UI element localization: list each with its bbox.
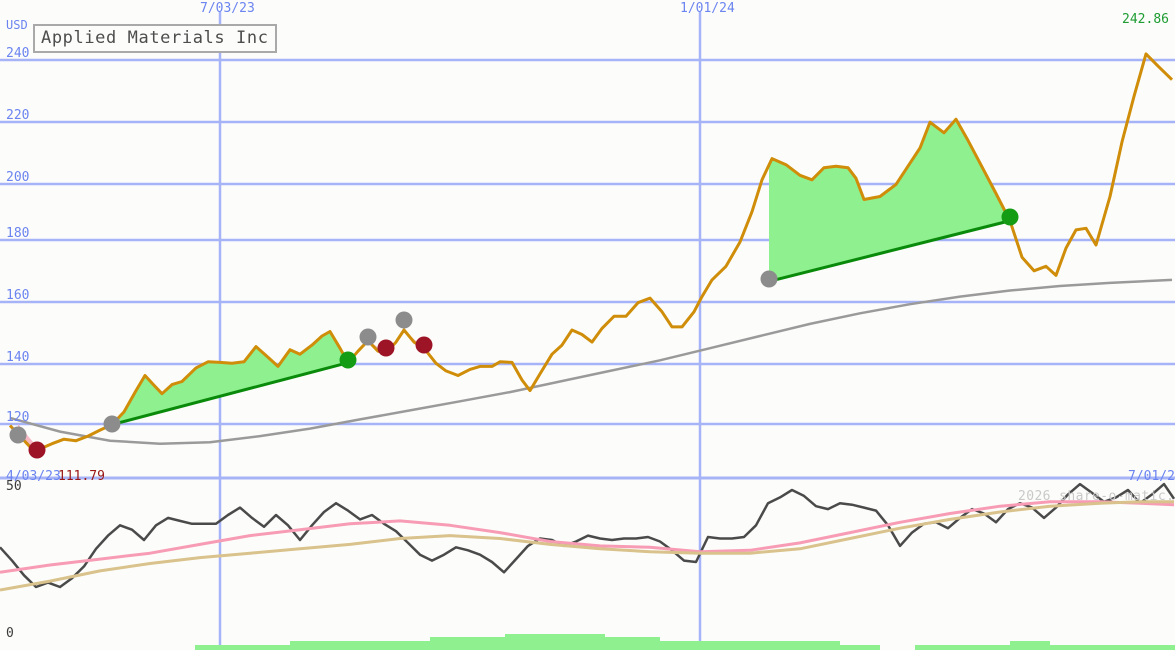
volume-bar <box>255 645 275 650</box>
volume-bar <box>720 641 740 650</box>
currency-label: USD <box>6 18 28 32</box>
moving-average-line <box>9 278 1173 445</box>
uptrend-zone <box>769 120 1010 282</box>
volume-bar <box>1130 645 1150 650</box>
price-tick-label: 180 <box>6 226 30 241</box>
volume-bar <box>215 645 235 650</box>
price-tick-label: 240 <box>6 46 30 61</box>
signal-marker-green[interactable] <box>1001 208 1019 226</box>
volume-bar <box>820 641 840 650</box>
signal-marker-gray[interactable] <box>359 328 377 346</box>
volume-bar <box>1090 645 1110 650</box>
signal-marker-gray[interactable] <box>760 270 778 288</box>
volume-bar <box>1070 645 1090 650</box>
uptrend-line <box>768 219 1011 283</box>
signal-marker-gray[interactable] <box>395 311 413 329</box>
volume-bar <box>620 637 640 650</box>
signal-markers-group <box>9 208 1019 459</box>
volume-bar <box>700 641 720 650</box>
start-price-label: 111.79 <box>58 469 105 484</box>
volume-bar <box>995 645 1015 650</box>
volume-bar <box>290 641 310 650</box>
volume-bar <box>370 641 390 650</box>
price-line <box>8 52 1174 451</box>
volume-bar <box>800 641 820 650</box>
volume-bar <box>1110 645 1130 650</box>
last-price-label: 242.86 <box>1122 12 1169 27</box>
volume-bar <box>565 634 585 650</box>
volume-bar <box>680 641 700 650</box>
price-line-group <box>8 52 1174 451</box>
volume-bar <box>740 641 760 650</box>
uptrend-line <box>111 361 349 427</box>
price-tick-label: 160 <box>6 288 30 303</box>
moving-average-group <box>9 278 1173 445</box>
price-tick-label: 200 <box>6 170 30 185</box>
volume-bar <box>1030 641 1050 650</box>
date-tick-label: 7/03/23 <box>200 1 255 16</box>
chart-title[interactable]: Applied Materials Inc <box>33 24 277 53</box>
volume-bar <box>235 645 255 650</box>
volume-bar <box>640 637 660 650</box>
volume-bar <box>430 637 450 650</box>
volume-bar <box>660 641 680 650</box>
volume-bars-group <box>195 634 1175 650</box>
volume-bar <box>525 634 545 650</box>
volume-bar <box>1170 645 1175 650</box>
trend-lines-group <box>111 219 1011 427</box>
volume-bar <box>760 641 780 650</box>
volume-bar <box>310 641 330 650</box>
signal-marker-green[interactable] <box>339 351 357 369</box>
price-tick-label: 120 <box>6 410 30 425</box>
volume-bar <box>935 645 955 650</box>
date-tick-label: 1/01/24 <box>680 1 735 16</box>
price-tick-label: 140 <box>6 350 30 365</box>
price-tick-label: 220 <box>6 108 30 123</box>
indicator-tick-label: 0 <box>6 626 14 641</box>
volume-bar <box>1050 645 1070 650</box>
volume-bar <box>330 641 350 650</box>
volume-bar <box>915 645 935 650</box>
volume-bar <box>450 637 470 650</box>
volume-bar <box>195 645 215 650</box>
volume-bar <box>275 645 295 650</box>
indicator-line-main <box>0 482 1175 589</box>
indicator-line-signal-tan <box>0 500 1174 592</box>
volume-bar <box>505 634 525 650</box>
signal-marker-red[interactable] <box>28 441 46 459</box>
indicator-line-signal-pink <box>0 500 1175 574</box>
volume-bar <box>1010 641 1030 650</box>
volume-bar <box>975 645 995 650</box>
watermark-label: 2026 share-o-matic.com <box>1018 489 1175 504</box>
uptrend-zone <box>112 331 348 425</box>
signal-marker-gray[interactable] <box>9 426 27 444</box>
gridlines-group <box>0 12 1175 650</box>
indicator-lines-group <box>0 482 1175 592</box>
indicator-tick-label: 50 <box>6 479 22 494</box>
volume-bar <box>1150 645 1170 650</box>
volume-bar <box>390 641 410 650</box>
end-date-label: 7/01/24 <box>1128 469 1175 484</box>
volume-bar <box>470 637 490 650</box>
trend-zones-group <box>18 120 1010 449</box>
signal-marker-gray[interactable] <box>103 415 121 433</box>
volume-bar <box>545 634 565 650</box>
volume-bar <box>350 641 370 650</box>
start-date-label: 4/03/23 <box>6 469 61 484</box>
volume-bar <box>410 641 430 650</box>
volume-bar <box>600 637 620 650</box>
volume-bar <box>860 645 880 650</box>
volume-bar <box>780 641 800 650</box>
signal-marker-red[interactable] <box>377 339 395 357</box>
signal-marker-red[interactable] <box>415 336 433 354</box>
volume-bar <box>955 645 975 650</box>
volume-bar <box>840 645 860 650</box>
